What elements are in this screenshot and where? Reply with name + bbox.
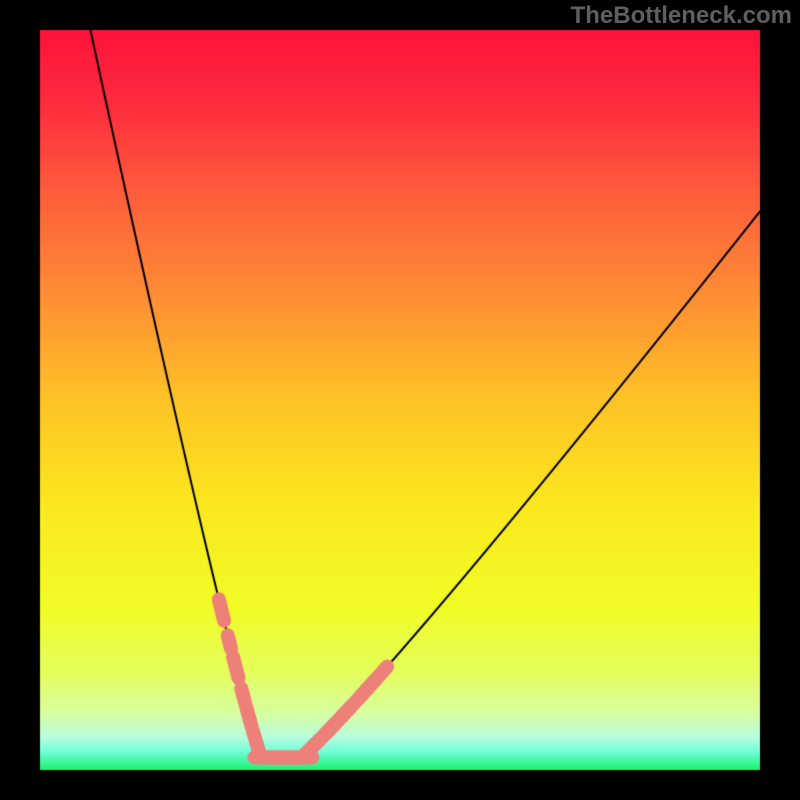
bottleneck-chart-canvas	[0, 0, 800, 800]
chart-stage: TheBottleneck.com	[0, 0, 800, 800]
